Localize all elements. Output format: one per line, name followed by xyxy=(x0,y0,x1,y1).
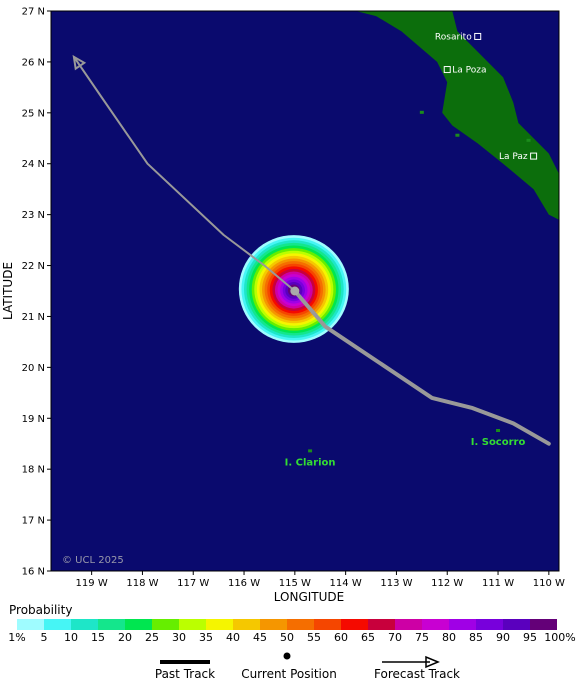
y-tick-label: 26 N xyxy=(22,57,45,68)
islet xyxy=(455,133,460,137)
probability-title: Probability xyxy=(9,603,73,617)
probability-label: 65 xyxy=(361,631,375,644)
place-label: La Poza xyxy=(452,66,486,76)
y-tick-label: 16 N xyxy=(22,567,45,578)
current-position-marker xyxy=(290,286,300,296)
track-legend: Past Track Current Position Forecast Tra… xyxy=(0,650,580,690)
y-tick-label: 24 N xyxy=(22,159,45,170)
island-label: I. Socorro xyxy=(471,437,526,448)
probability-swatch xyxy=(98,619,125,630)
probability-label: 45 xyxy=(253,631,267,644)
storm-probability-map: I. Clarion I. Socorro Rosarito La Poza La P… xyxy=(1,7,565,605)
probability-label: 50 xyxy=(280,631,294,644)
y-tick-label: 20 N xyxy=(22,363,45,374)
y-axis-title: LATITUDE xyxy=(1,262,15,320)
x-tick-label: 111 W xyxy=(482,578,514,589)
islet xyxy=(496,429,501,432)
probability-label: 20 xyxy=(118,631,132,644)
x-tick-label: 113 W xyxy=(380,578,412,589)
y-tick-label: 18 N xyxy=(22,465,45,476)
probability-swatch xyxy=(341,619,368,630)
y-tick-label: 21 N xyxy=(22,312,45,323)
probability-swatch xyxy=(17,619,44,630)
forecast-arrowhead-icon xyxy=(72,54,87,71)
probability-label: 35 xyxy=(199,631,213,644)
probability-scale xyxy=(17,619,557,630)
islet xyxy=(419,110,424,114)
legend-forecast-track-label: Forecast Track xyxy=(374,667,460,681)
probability-swatch xyxy=(530,619,557,630)
place-marker-icon xyxy=(443,66,451,74)
x-axis-title: LONGITUDE xyxy=(274,590,344,604)
forecast-track-arrowhead-icon xyxy=(425,655,440,669)
x-tick-label: 112 W xyxy=(431,578,463,589)
y-tick-label: 19 N xyxy=(22,414,45,425)
probability-label: 55 xyxy=(307,631,321,644)
probability-swatch xyxy=(449,619,476,630)
place-label: Rosarito xyxy=(435,32,472,42)
map-frame xyxy=(50,10,560,572)
probability-swatch xyxy=(125,619,152,630)
x-tick-label: 116 W xyxy=(228,578,260,589)
x-tick-label: 114 W xyxy=(330,578,362,589)
probability-label: 40 xyxy=(226,631,240,644)
copyright: © UCL 2025 xyxy=(62,555,124,566)
y-tick-label: 27 N xyxy=(22,7,45,18)
x-tick-label: 115 W xyxy=(279,578,311,589)
probability-swatch xyxy=(206,619,233,630)
island-label: I. Clarion xyxy=(285,457,336,468)
place-marker-icon xyxy=(474,32,482,40)
probability-swatch xyxy=(503,619,530,630)
place-label: La Paz xyxy=(499,152,528,162)
legend-past-track-label: Past Track xyxy=(154,667,216,681)
probability-swatch xyxy=(233,619,260,630)
islet xyxy=(308,449,313,453)
probability-scale-labels: 1% 5 10 15 20 25 30 35 40 45 50 55 60 65 70 75 80 85 90 95 1… xyxy=(0,631,580,645)
probability-swatch xyxy=(152,619,179,630)
probability-swatch xyxy=(44,619,71,630)
past-track xyxy=(292,289,551,446)
probability-label: 90 xyxy=(496,631,510,644)
probability-label: 1% xyxy=(8,631,26,644)
probability-swatch xyxy=(179,619,206,630)
probability-label: 25 xyxy=(145,631,159,644)
baja-california-land xyxy=(355,11,559,220)
probability-label: 75 xyxy=(415,631,429,644)
probability-swatch xyxy=(314,619,341,630)
probability-label: 5 xyxy=(40,631,48,644)
x-tick-label: 119 W xyxy=(76,578,108,589)
probability-label: 85 xyxy=(469,631,483,644)
x-tick-label: 117 W xyxy=(177,578,209,589)
probability-label: 15 xyxy=(91,631,105,644)
probability-swatch xyxy=(260,619,287,630)
probability-label: 100% xyxy=(544,631,576,644)
probability-swatch xyxy=(368,619,395,630)
probability-swatch xyxy=(395,619,422,630)
probability-swatch xyxy=(287,619,314,630)
probability-label: 80 xyxy=(442,631,456,644)
y-tick-label: 23 N xyxy=(22,210,45,221)
y-tick-label: 22 N xyxy=(22,261,45,272)
y-tick-label: 25 N xyxy=(22,108,45,119)
probability-label: 60 xyxy=(334,631,348,644)
x-tick-label: 118 W xyxy=(126,578,158,589)
legend-current-position-label: Current Position xyxy=(241,667,337,681)
probability-label: 30 xyxy=(172,631,186,644)
probability-label: 95 xyxy=(523,631,537,644)
probability-swatch xyxy=(476,619,503,630)
islet xyxy=(526,138,531,142)
probability-swatch xyxy=(422,619,449,630)
y-tick-label: 17 N xyxy=(22,516,45,527)
current-position-dot-icon xyxy=(283,652,291,660)
probability-label: 70 xyxy=(388,631,402,644)
forecast-track xyxy=(73,56,296,292)
x-tick-label: 110 W xyxy=(533,578,565,589)
probability-swatch xyxy=(71,619,98,630)
place-marker-icon xyxy=(530,152,538,160)
probability-label: 10 xyxy=(64,631,78,644)
